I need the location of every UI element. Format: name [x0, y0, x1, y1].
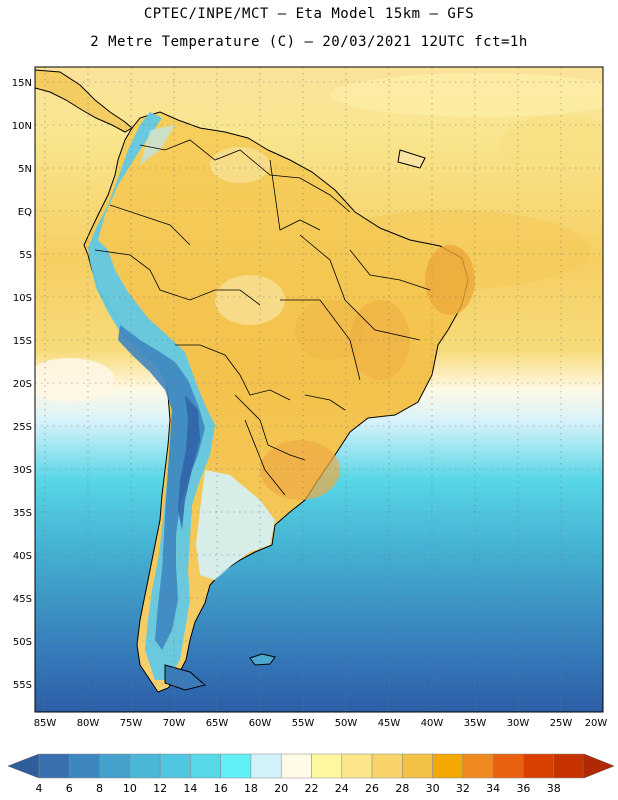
colorbar-label: 12 — [153, 782, 167, 795]
colorbar-label: 36 — [516, 782, 530, 795]
lat-label: 10S — [13, 293, 32, 304]
andes-cold-band — [88, 112, 215, 680]
falkland-islands — [249, 653, 276, 666]
colorbar-label: 16 — [214, 782, 228, 795]
colorbar-label: 8 — [96, 782, 103, 795]
central-america-landmass — [35, 69, 133, 133]
lon-label: 20W — [585, 718, 608, 729]
colorbar-label: 20 — [274, 782, 288, 795]
colorbar-swatch — [311, 753, 343, 779]
colorbar-swatch — [523, 753, 554, 779]
lon-label: 75W — [120, 718, 143, 729]
colorbar-swatch — [462, 753, 494, 779]
colorbar-label: 4 — [36, 782, 43, 795]
lat-label: 25S — [13, 422, 32, 433]
lon-label: 30W — [507, 718, 530, 729]
country-borders — [94, 139, 431, 496]
colorbar-swatch — [129, 753, 161, 779]
lat-label: 10N — [12, 121, 32, 132]
lon-label: 60W — [249, 718, 272, 729]
lat-label: 15S — [13, 336, 32, 347]
colorbar-right-arrow — [583, 753, 615, 779]
colorbar-swatch — [371, 753, 403, 779]
map-title-line1: CPTEC/INPE/MCT – Eta Model 15km – GFS — [143, 6, 475, 22]
colorbar-swatch — [341, 753, 373, 779]
lat-label: 5N — [18, 164, 32, 175]
map-content — [35, 67, 603, 712]
lon-label: 85W — [34, 718, 57, 729]
lat-label: 50S — [13, 637, 32, 648]
longitude-labels: 85W 80W 75W 70W 65W 60W 55W 50W 45W 40W … — [34, 718, 608, 729]
lat-label: 5S — [19, 250, 32, 261]
lat-label: 45S — [13, 594, 32, 605]
lon-label: 35W — [464, 718, 487, 729]
colorbar-label: 22 — [305, 782, 319, 795]
colorbar-swatch — [220, 753, 252, 779]
lon-label: 45W — [378, 718, 401, 729]
lon-label: 50W — [335, 718, 358, 729]
colorbar-label: 26 — [365, 782, 379, 795]
lon-label: 25W — [550, 718, 573, 729]
lon-label: 70W — [163, 718, 186, 729]
colorbar-swatch — [38, 753, 70, 779]
lat-label: 35S — [13, 508, 32, 519]
map-title-line2: 2 Metre Temperature (C) – 20/03/2021 12U… — [90, 34, 528, 50]
colorbar-swatch — [99, 753, 131, 779]
colorbar-swatch — [402, 753, 433, 779]
colorbar-swatch — [553, 753, 585, 779]
lon-label: 55W — [292, 718, 315, 729]
colorbar-swatch — [432, 753, 464, 779]
colorbar-swatch — [250, 753, 282, 779]
lon-label: 80W — [77, 718, 100, 729]
lon-label: 40W — [421, 718, 444, 729]
colorbar-label: 6 — [66, 782, 73, 795]
colorbar: 4 6 8 10 12 14 16 18 20 22 24 26 28 30 32 34 36 38 — [7, 753, 615, 795]
colorbar-label: 18 — [244, 782, 258, 795]
lat-label: 15N — [12, 78, 32, 89]
colorbar-left-arrow — [7, 753, 40, 779]
lat-label: 20S — [13, 379, 32, 390]
colorbar-label: 24 — [335, 782, 349, 795]
latitude-labels: 15N 10N 5N EQ 5S 10S 15S 20S 25S 30S 35S… — [12, 78, 32, 691]
lat-label: EQ — [18, 207, 32, 218]
colorbar-label: 10 — [123, 782, 137, 795]
colorbar-swatch — [159, 753, 191, 779]
lat-label: 40S — [13, 551, 32, 562]
colorbar-label: 14 — [183, 782, 197, 795]
colorbar-swatch — [280, 753, 312, 779]
colorbar-label: 32 — [456, 782, 470, 795]
colorbar-label: 28 — [395, 782, 409, 795]
colorbar-label: 30 — [426, 782, 440, 795]
lat-label: 30S — [13, 465, 32, 476]
colorbar-swatch — [69, 753, 100, 779]
lon-label: 65W — [206, 718, 229, 729]
colorbar-label: 38 — [547, 782, 561, 795]
colorbar-swatch — [492, 753, 524, 779]
colorbar-label: 34 — [486, 782, 500, 795]
colorbar-swatch — [190, 753, 221, 779]
lat-label: 55S — [13, 680, 32, 691]
